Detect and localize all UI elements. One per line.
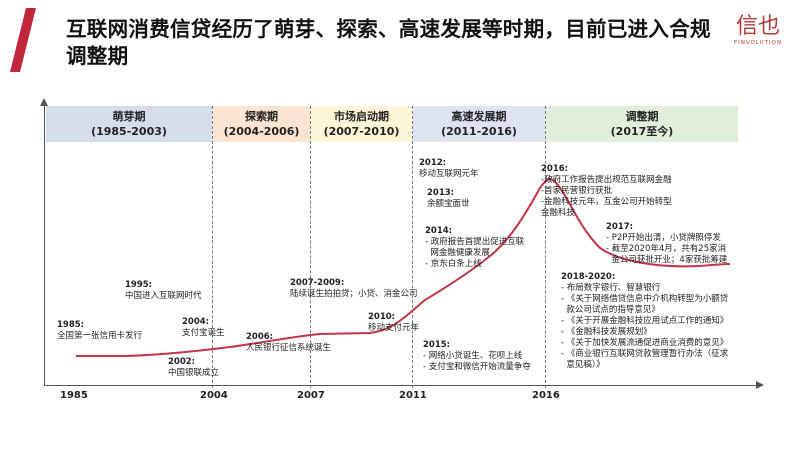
event-line: - 布局数字银行、智慧银行 [561,283,661,293]
phase-range: (2004-2006) [223,125,300,138]
event-year: 2013: [427,188,455,198]
event-2007: 2007-2009: 陆续诞生拍拍贷；小贷、消金公司 [290,278,418,300]
event-year: 2010: [368,312,396,322]
event-line: - 支付宝和微信开始流量争夺 [423,362,531,372]
event-line: 网金融健康发展 [425,248,490,258]
event-line: 意见稿）》 [561,360,605,370]
event-2013: 2013: 余额宝面世 [427,188,470,210]
phase-adjustment: 调整期 (2017至今) [546,106,738,142]
event-line: 支付宝诞生 [182,328,225,338]
event-year: 2018-2020: [561,272,616,282]
event-2012: 2012: 移动互联网元年 [419,158,479,180]
event-year: 2015: [423,340,451,350]
phase-name: 探索期 [245,110,278,123]
phase-divider [545,106,546,388]
event-2016: 2016: -政府工作报告提出规范互联网金融 -首家民营银行获批 -金融科技元年… [541,164,672,219]
event-year: 2007-2009: [290,278,345,288]
event-line: - 截至2020年4月，共有25家消 [606,244,727,254]
growth-curve-path [76,178,731,357]
event-year: 1995: [125,280,153,290]
event-2002: 2002: 中国银联成立 [168,357,219,379]
tick-1985: 1985 [60,390,88,401]
y-axis-arrow [40,98,48,106]
phase-range: (2011-2016) [441,125,517,138]
event-year: 2002: [168,357,196,367]
event-year: 1985: [57,320,85,330]
event-line: 陆续诞生拍拍贷；小贷、消金公司 [290,289,418,299]
phase-rapid-growth: 高速发展期 (2011-2016) [413,106,545,142]
phase-market-launch: 市场启动期 (2007-2010) [311,106,412,142]
event-line: 中国银联成立 [168,368,220,378]
phase-name: 调整期 [625,110,659,123]
logo-glyph: 信也 [735,14,780,39]
event-1995: 1995: 中国进入互联网时代 [125,280,202,302]
brand-logo: 信也 FINVOLUTION [728,14,788,46]
tick-2016: 2016 [532,390,560,401]
phase-divider [412,106,413,388]
event-line: 人民银行征信系统诞生 [246,343,332,353]
event-2006: 2006: 人民银行征信系统诞生 [246,332,331,354]
event-year: 2006: [246,332,274,342]
event-line: - 《金融科技发展规划》 [561,327,652,337]
event-line: -金融科技元年，互金公司开始转型 [541,197,672,207]
event-2015: 2015: - 网络小贷诞生、花呗上线 - 支付宝和微信开始流量争夺 [423,340,531,373]
event-line: 全国第一张信用卡发行 [57,331,143,341]
phase-name: 高速发展期 [451,110,507,123]
event-line: 金融科技 [541,208,576,218]
event-year: 2004: [182,317,210,327]
event-line: 余额宝面世 [427,199,470,209]
event-2017: 2017: - P2P开始出清，小贷牌照停发 - 截至2020年4月，共有25家… [606,222,727,266]
x-axis [44,385,760,386]
event-line: - P2P开始出清，小贷牌照停发 [606,233,721,243]
event-year: 2016: [541,164,569,174]
event-2014: 2014: - 政府报告首提出促进互联 网金融健康发展 - 京东白条上线 [425,226,524,270]
event-line: - 京东白条上线 [425,259,482,269]
event-2018-2020: 2018-2020: - 布局数字银行、智慧银行 - 《关于网络借贷信息中介机构… [561,272,728,371]
event-line: 金公司获批开业；4家获批筹建 [606,255,728,265]
phase-divider [310,106,311,388]
phase-name: 市场启动期 [334,110,389,123]
tick-2007: 2007 [297,390,325,401]
phase-range: (2017至今) [610,125,674,138]
event-line: - 网络小贷诞生、花呗上线 [423,351,523,361]
event-year: 2014: [425,226,453,236]
phase-seedling: 萌芽期 (1985-2003) [46,106,212,142]
event-line: -首家民营银行获批 [541,186,613,196]
phase-divider [212,106,213,388]
event-line: - 政府报告首提出促进互联 [425,237,525,247]
logo-subtitle: FINVOLUTION [733,40,783,46]
tick-2004: 2004 [200,390,228,401]
phase-range: (2007-2010) [323,125,400,138]
event-year: 2012: [419,158,447,168]
event-year: 2017: [606,222,634,232]
event-1985: 1985: 全国第一张信用卡发行 [57,320,142,342]
tick-2011: 2011 [399,390,427,401]
event-line: - 《关于网络借贷信息中介机构转型为小额贷 [561,294,729,304]
x-axis-arrow [756,381,764,389]
event-line: -政府工作报告提出规范互联网金融 [541,175,672,185]
phase-name: 萌芽期 [112,110,146,123]
event-line: - 《关于加快发展流通促进商业消费的意见》 [561,338,729,348]
event-line: 移动支付元年 [368,323,420,333]
event-line: 移动互联网元年 [419,169,479,179]
phase-exploration: 探索期 (2004-2006) [213,106,310,142]
event-line: - 《商业银行互联网贷款管理暂行办法（征求 [561,349,729,359]
event-2010: 2010: 移动支付元年 [368,312,419,334]
phase-range: (1985-2003) [91,125,167,138]
page-title: 互联网消费信贷经历了萌芽、探索、高速发展等时期，目前已进入合规调整期 [66,17,711,68]
event-2004: 2004: 支付宝诞生 [182,317,225,339]
y-axis [44,104,45,386]
event-line: 款公司试点的指导意见》 [561,305,660,315]
event-line: 中国进入互联网时代 [125,291,202,301]
event-line: - 《关于开展金融科技应用试点工作的通知》 [561,316,729,326]
